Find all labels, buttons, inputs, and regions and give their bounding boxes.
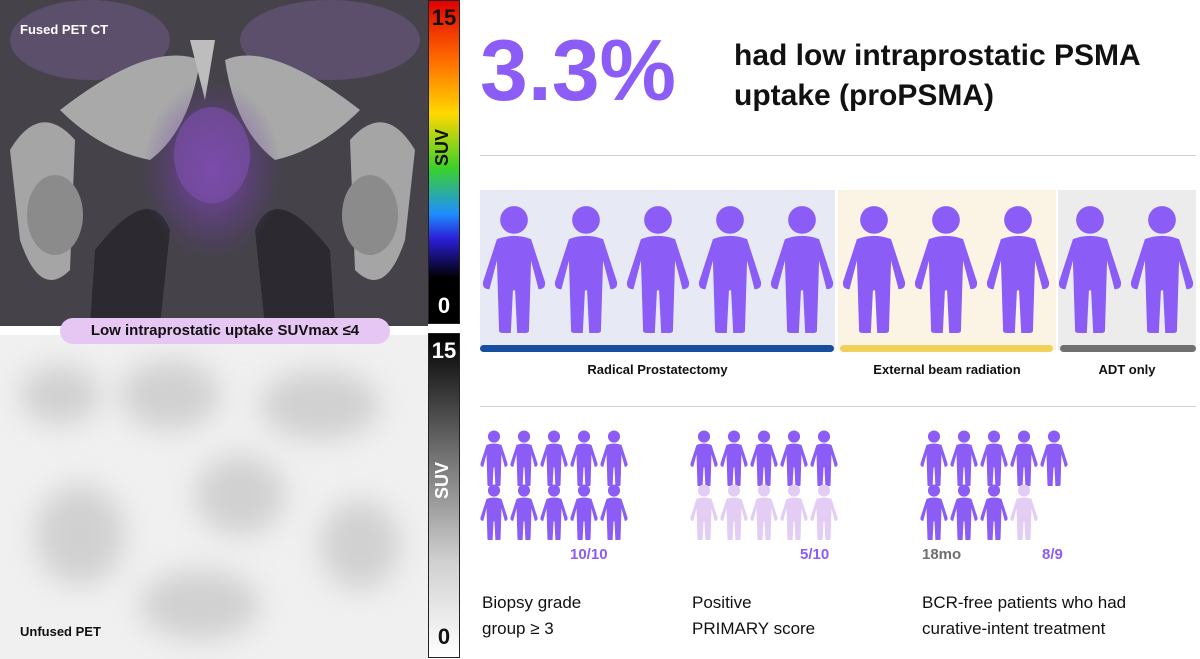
stat-bcr-caption-line2: curative-intent treatment <box>922 619 1106 639</box>
color-scale-max: 15 <box>431 5 457 30</box>
person-icon <box>980 430 1008 486</box>
person-icon <box>540 484 568 540</box>
stat-bcr-caption-line1: BCR-free patients who had <box>922 593 1127 612</box>
bar-adt-only <box>1060 345 1196 352</box>
unfused-pet-scan <box>0 335 428 659</box>
person-icon <box>1010 484 1038 540</box>
person-icon <box>770 206 834 333</box>
person-icon <box>810 430 838 486</box>
gray-scale-min: 0 <box>437 624 451 649</box>
person-icon <box>600 484 628 540</box>
person-icon <box>750 430 778 486</box>
person-icon <box>950 430 978 486</box>
person-icon <box>698 206 762 333</box>
label-radical-prostatectomy: Radical Prostatectomy <box>587 362 728 377</box>
person-icon <box>986 206 1050 333</box>
person-icon <box>980 484 1008 540</box>
person-icon <box>554 206 618 333</box>
label-external-beam-radiation: External beam radiation <box>873 362 1021 377</box>
person-icon <box>1040 430 1068 486</box>
person-icon <box>750 484 778 540</box>
person-icon <box>1130 206 1194 333</box>
unfused-pet-image: Unfused PET <box>0 335 428 659</box>
person-icon <box>780 484 808 540</box>
person-icon <box>842 206 906 333</box>
color-suv-scale: 15 SUV 0 <box>428 0 460 324</box>
person-icon <box>920 430 948 486</box>
person-icon <box>480 484 508 540</box>
gray-scale-max: 15 <box>431 338 457 363</box>
person-icon <box>570 484 598 540</box>
divider-top <box>480 155 1196 156</box>
stat-biopsy-caption-line2: group ≥ 3 <box>482 619 554 639</box>
stat-primary-caption-line1: Positive <box>692 593 752 612</box>
person-icon <box>540 430 568 486</box>
person-icon <box>950 484 978 540</box>
headline-text: had low intraprostatic PSMA uptake (proP… <box>734 39 1140 112</box>
person-icon <box>600 430 628 486</box>
color-scale-unit: SUV <box>432 129 452 167</box>
bar-radical-prostatectomy <box>480 345 834 352</box>
person-icon <box>810 484 838 540</box>
stat-bcr-caption: BCR-free patients who had curative-inten… <box>922 590 1126 643</box>
person-icon <box>510 484 538 540</box>
gray-suv-scale: 15 SUV 0 <box>428 333 460 658</box>
person-icon <box>720 484 748 540</box>
person-icon <box>780 430 808 486</box>
person-icon <box>570 430 598 486</box>
person-icon <box>626 206 690 333</box>
person-icon <box>480 430 508 486</box>
person-icon <box>914 206 978 333</box>
stat-biopsy-caption-line1: Biopsy grade <box>482 593 582 612</box>
stat-primary-caption: Positive PRIMARY score <box>692 590 815 643</box>
person-icon <box>1010 430 1038 486</box>
stat-bcr-value: 8/9 <box>1042 546 1063 563</box>
color-scale-min: 0 <box>437 293 451 318</box>
person-icon <box>920 484 948 540</box>
fused-pet-ct-image: Fused PET CT <box>0 0 428 326</box>
stat-primary-value: 5/10 <box>800 546 830 563</box>
person-icon <box>690 484 718 540</box>
label-adt-only: ADT only <box>1098 362 1156 377</box>
person-icon <box>482 206 546 333</box>
unfused-pet-label: Unfused PET <box>20 624 101 639</box>
divider-middle <box>480 406 1196 407</box>
person-icon <box>690 430 718 486</box>
stat-biopsy-value: 10/10 <box>570 546 608 563</box>
person-icon <box>720 430 748 486</box>
gray-scale-unit: SUV <box>432 462 452 500</box>
person-icon <box>510 430 538 486</box>
fused-pet-ct-scan <box>0 0 428 326</box>
bar-external-beam-radiation <box>840 345 1053 352</box>
headline-percent: 3.3% <box>480 23 677 119</box>
stat-biopsy-caption: Biopsy grade group ≥ 3 <box>482 590 581 643</box>
stat-bcr-followup: 18mo <box>922 546 962 563</box>
stat-primary-caption-line2: PRIMARY score <box>692 619 816 639</box>
fused-pet-ct-label: Fused PET CT <box>20 22 109 37</box>
low-uptake-pill: Low intraprostatic uptake SUVmax ≤4 <box>60 318 390 344</box>
person-icon <box>1058 206 1122 333</box>
